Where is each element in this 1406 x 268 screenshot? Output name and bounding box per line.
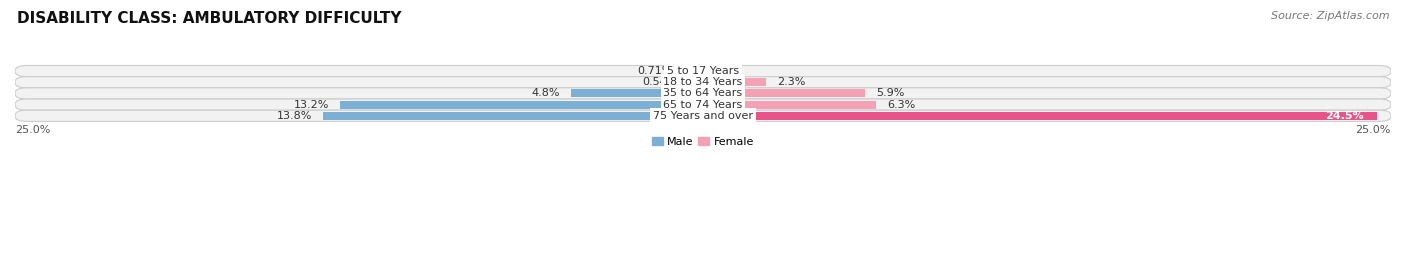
FancyBboxPatch shape [15,77,1391,88]
Text: 0.71%: 0.71% [637,66,672,76]
Text: DISABILITY CLASS: AMBULATORY DIFFICULTY: DISABILITY CLASS: AMBULATORY DIFFICULTY [17,11,401,26]
Legend: Male, Female: Male, Female [647,132,759,151]
Text: 0.0%: 0.0% [714,66,742,76]
Bar [340,100,703,109]
Text: 2.3%: 2.3% [778,77,806,87]
Text: 6.3%: 6.3% [887,100,915,110]
Text: Source: ZipAtlas.com: Source: ZipAtlas.com [1271,11,1389,21]
Bar [688,78,703,86]
Bar [703,112,1378,120]
Text: 0.54%: 0.54% [641,77,678,87]
Bar [683,67,703,75]
Text: 13.8%: 13.8% [277,111,312,121]
Bar [703,78,766,86]
Bar [703,100,876,109]
FancyBboxPatch shape [15,65,1391,77]
FancyBboxPatch shape [15,88,1391,99]
Bar [323,112,703,120]
Text: 25.0%: 25.0% [15,125,51,135]
Text: 13.2%: 13.2% [294,100,329,110]
Text: 65 to 74 Years: 65 to 74 Years [664,100,742,110]
Text: 5 to 17 Years: 5 to 17 Years [666,66,740,76]
Text: 35 to 64 Years: 35 to 64 Years [664,88,742,98]
FancyBboxPatch shape [15,99,1391,110]
Text: 18 to 34 Years: 18 to 34 Years [664,77,742,87]
Bar [571,90,703,98]
Text: 25.0%: 25.0% [1355,125,1391,135]
FancyBboxPatch shape [15,110,1391,121]
Text: 24.5%: 24.5% [1324,111,1364,121]
Bar [703,90,865,98]
Text: 75 Years and over: 75 Years and over [652,111,754,121]
Text: 5.9%: 5.9% [876,88,904,98]
Text: 4.8%: 4.8% [531,88,560,98]
